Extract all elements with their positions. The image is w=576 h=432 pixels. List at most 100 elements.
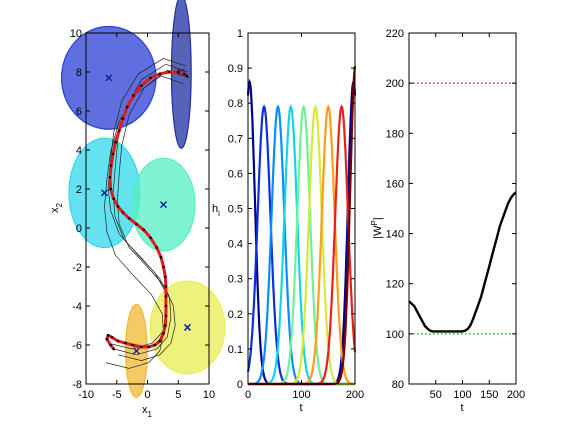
y-tick-label: 4 <box>76 145 82 157</box>
demonstration-point <box>112 347 115 351</box>
gaussian-center-marker-1 <box>105 74 113 82</box>
panel-activation-weights: 0 100 200 0 0.1 0.2 0.3 0.4 0.5 0.6 0.7 0.8 0.9 1 t h… <box>212 28 364 414</box>
demonstration-point <box>131 343 135 347</box>
x-tick-label: -5 <box>112 389 122 401</box>
gaussian-center-marker-6 <box>132 347 140 355</box>
x-tick-label: 200 <box>507 389 525 401</box>
y-tick-label: 0.8 <box>228 98 243 110</box>
demonstration-point <box>153 343 157 347</box>
demonstration-point <box>124 341 127 345</box>
y-tick-label: 0.9 <box>228 63 243 75</box>
x-tick-label: -10 <box>78 389 94 401</box>
demonstration-point <box>127 216 131 220</box>
y-tick-label: 0.5 <box>228 204 243 216</box>
reproduction-line-3 <box>107 58 186 350</box>
reproduction-line-2 <box>117 69 190 361</box>
xlabel-x1: x1 <box>142 404 153 419</box>
ylabel-x2: x2 <box>49 202 64 213</box>
xlabel-t-3: t <box>460 402 463 414</box>
demonstration-point <box>167 70 171 74</box>
demonstration-point <box>109 164 113 167</box>
demonstration-point <box>140 345 143 349</box>
demonstration-point <box>164 285 168 288</box>
demonstration-point <box>110 335 114 339</box>
y-tick-label: 0 <box>76 223 82 235</box>
y-tick-label: 10 <box>70 28 82 40</box>
y-tick-label: 0.2 <box>228 309 243 321</box>
demonstration-point <box>106 333 110 337</box>
demonstration-point <box>125 105 129 109</box>
y-tick-label: 120 <box>386 279 404 291</box>
demonstration-point <box>162 332 165 335</box>
demonstration-point <box>158 339 162 343</box>
demonstration-point <box>109 343 112 347</box>
x-tick-label: 200 <box>346 389 364 401</box>
demonstration-point <box>162 265 165 269</box>
y-tick-label: 80 <box>392 379 404 391</box>
y-tick-label: 0 <box>237 379 243 391</box>
demonstration-point <box>140 84 143 87</box>
x-tick-label: 100 <box>292 389 310 401</box>
y-tick-label: 6 <box>76 106 82 118</box>
panel-wp-norm: 50 100 150 200 80 100 120 140 160 180 200 220 t |WP… <box>370 28 525 414</box>
demonstration-point <box>142 228 146 232</box>
x-tick-label: 0 <box>144 389 150 401</box>
y-tick-label: 2 <box>76 184 82 196</box>
demonstration-point <box>121 117 125 121</box>
axes-box-3 <box>409 33 516 384</box>
demonstration-point <box>112 197 115 201</box>
x-tick-label: 0 <box>245 389 251 401</box>
demonstration-point <box>135 222 138 226</box>
demonstration-point <box>149 76 152 80</box>
demonstration-point <box>158 72 162 76</box>
demonstration-point <box>164 304 168 308</box>
y-tick-label: 0.3 <box>228 274 243 286</box>
ylabel-hi: hi <box>212 203 220 218</box>
demonstration-point <box>116 205 120 208</box>
demonstration-point <box>121 211 125 214</box>
demonstration-point <box>164 324 167 327</box>
demonstration-point <box>147 345 151 349</box>
demonstration-point <box>155 246 159 249</box>
y-tick-label: 8 <box>76 67 82 79</box>
demonstration-point <box>159 255 163 259</box>
y-tick-label: 140 <box>386 229 404 241</box>
demonstration-point <box>185 74 189 78</box>
x-tick-label: 5 <box>175 389 181 401</box>
demonstration-point <box>164 314 168 318</box>
gaussian-center-marker-4 <box>159 201 168 209</box>
demonstration-point <box>149 236 152 240</box>
y-tick-label: 1 <box>237 28 243 40</box>
x-tick-label: 150 <box>480 389 498 401</box>
y-tick-label: 0.4 <box>228 239 243 251</box>
gaussian-center-marker-3 <box>100 189 108 197</box>
y-tick-label: 100 <box>386 329 404 341</box>
panel-trajectory-plot: -10 -5 0 5 10 -8 -6 -4 -2 0 2 4 6 8 10 x1 x2 <box>49 0 226 419</box>
x-tick-label: 100 <box>453 389 471 401</box>
y-tick-label: -6 <box>72 340 82 352</box>
y-tick-label: 220 <box>386 28 404 40</box>
y-tick-label: 0.1 <box>228 344 243 356</box>
y-tick-label: 180 <box>386 128 404 140</box>
demonstration-point <box>132 94 135 97</box>
ylabel-wp: |WP| <box>370 217 384 238</box>
x-tick-label: 50 <box>430 389 442 401</box>
demonstration-point <box>114 140 117 144</box>
demonstration-point <box>108 176 112 179</box>
demonstration-point <box>109 187 112 191</box>
demonstration-point <box>117 129 121 132</box>
demonstration-point <box>183 72 186 76</box>
demonstration-point <box>164 294 168 298</box>
wp-norm-line <box>408 191 517 333</box>
demonstration-point <box>105 337 109 341</box>
demonstration-point <box>111 152 115 156</box>
y-tick-label: 200 <box>386 78 404 90</box>
demonstration-point <box>164 275 167 279</box>
demonstration-point <box>116 339 120 343</box>
x-tick-label: 10 <box>203 389 215 401</box>
y-tick-label: 0.7 <box>228 133 243 145</box>
y-tick-label: -4 <box>72 301 82 313</box>
y-tick-label: -8 <box>72 379 82 391</box>
demonstration-point <box>176 70 180 74</box>
